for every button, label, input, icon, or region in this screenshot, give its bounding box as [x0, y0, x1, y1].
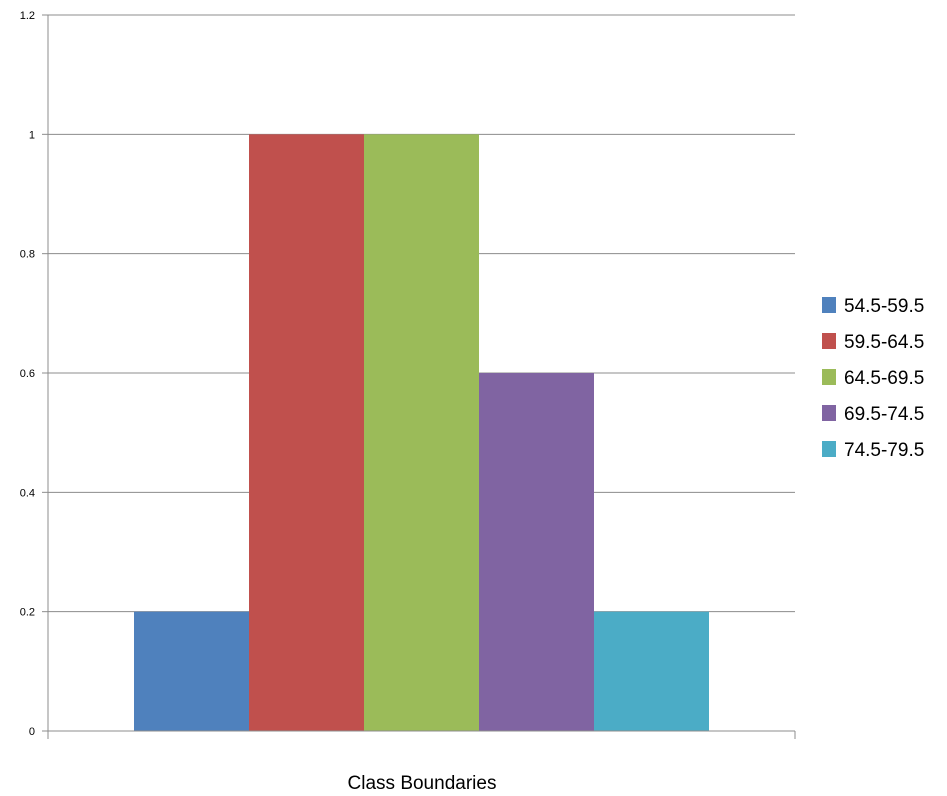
- legend-swatch: [822, 333, 836, 349]
- legend: 54.5-59.5 59.5-64.5 64.5-69.5 69.5-74.5 74.5…: [822, 296, 924, 461]
- bar-74.5-79.5: [594, 611, 709, 731]
- y-tick-label: 1: [29, 129, 35, 141]
- y-tick-label: 0.4: [20, 487, 35, 499]
- x-axis-label: Class Boundaries: [348, 773, 497, 794]
- bars: [134, 134, 709, 732]
- y-tick-label: 0: [29, 726, 35, 738]
- legend-swatch: [822, 297, 836, 313]
- y-tick-labels: 0 0.2 0.4 0.6 0.8 1 1.2: [20, 10, 35, 738]
- y-tick-label: 1.2: [20, 10, 35, 22]
- y-tick-label: 0.6: [20, 368, 35, 380]
- legend-label: 54.5-59.5: [844, 296, 924, 317]
- legend-swatch: [822, 369, 836, 385]
- y-tick-label: 0.2: [20, 607, 35, 619]
- legend-label: 64.5-69.5: [844, 368, 924, 389]
- legend-label: 59.5-64.5: [844, 332, 924, 353]
- legend-swatch: [822, 405, 836, 421]
- y-tick-label: 0.8: [20, 249, 35, 261]
- axes: [47, 15, 796, 739]
- bar-69.5-74.5: [479, 373, 594, 731]
- bar-59.5-64.5: [249, 134, 364, 732]
- legend-swatch: [822, 441, 836, 457]
- legend-label: 74.5-79.5: [844, 440, 924, 461]
- bar-54.5-59.5: [134, 611, 249, 731]
- bar-64.5-69.5: [364, 134, 479, 732]
- legend-label: 69.5-74.5: [844, 404, 924, 425]
